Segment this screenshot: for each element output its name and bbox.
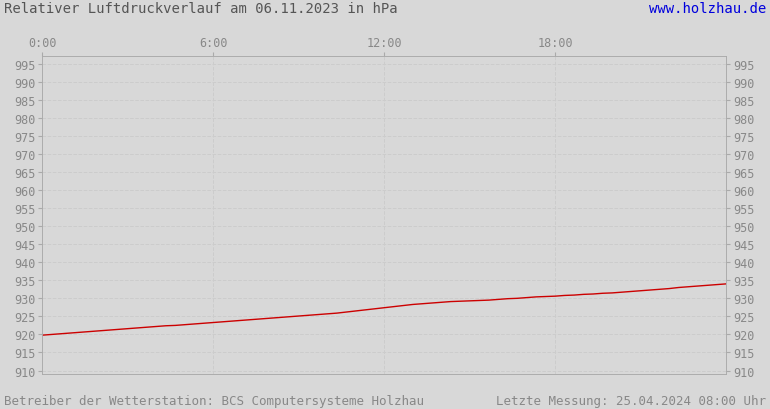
Text: www.holzhau.de: www.holzhau.de [649, 2, 766, 16]
Text: Letzte Messung: 25.04.2024 08:00 Uhr: Letzte Messung: 25.04.2024 08:00 Uhr [496, 394, 766, 407]
Text: Relativer Luftdruckverlauf am 06.11.2023 in hPa: Relativer Luftdruckverlauf am 06.11.2023… [4, 2, 397, 16]
Text: Betreiber der Wetterstation: BCS Computersysteme Holzhau: Betreiber der Wetterstation: BCS Compute… [4, 394, 424, 407]
